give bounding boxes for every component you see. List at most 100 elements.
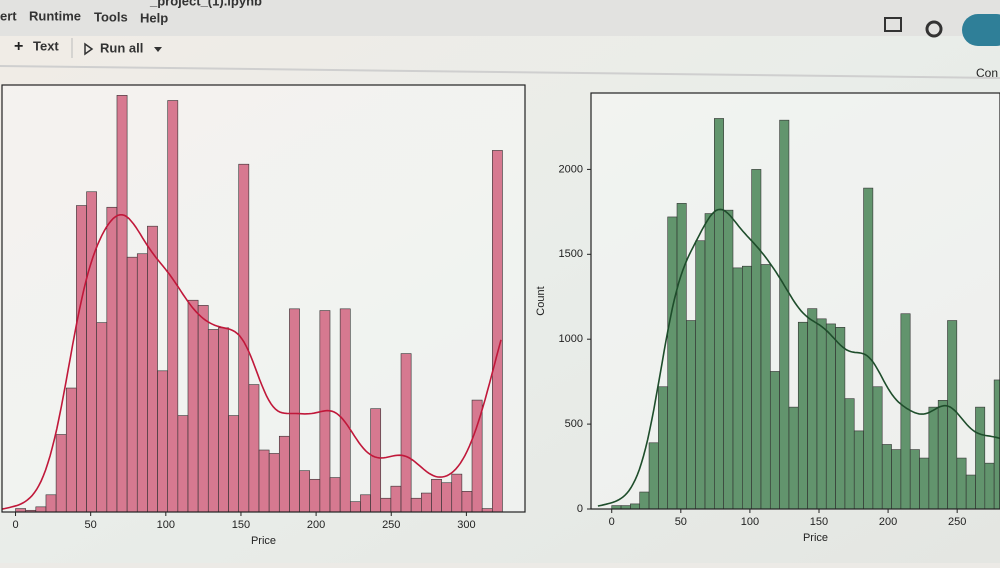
bar [797,321,808,509]
menu-item[interactable]: Runtime [29,8,81,23]
file-title: _project_(1).ipynb [149,0,262,8]
settings-icon[interactable] [925,20,943,38]
bar [360,494,371,512]
x-tick-label: 100 [741,516,759,528]
bar [686,320,696,509]
bar [779,119,790,509]
bar [410,497,422,512]
bar [825,323,836,509]
bar [928,406,939,509]
divider [0,65,1000,79]
connect-button[interactable]: Con [976,66,998,80]
x-tick-label: 150 [810,516,828,528]
share-button[interactable] [962,14,1000,46]
bar [268,453,280,512]
y-tick-label: 2000 [559,163,583,175]
bar [881,444,892,509]
bar [329,477,341,512]
bar [187,299,199,512]
bar [947,320,958,509]
bar [760,264,771,509]
bar [492,150,503,512]
bar [975,406,986,509]
menu-bar [0,0,1000,36]
bar [309,478,321,512]
plot-area [591,93,1000,509]
axes-frame [590,92,1000,510]
bar [956,457,967,509]
bar [723,209,734,509]
bar [676,203,687,509]
bar [993,379,1000,509]
bar [167,100,179,512]
y-tick-label: 500 [565,418,583,430]
bar [339,308,351,512]
bar [299,470,311,512]
x-tick-label: 300 [457,519,475,531]
bar [421,492,432,512]
bar [639,491,650,509]
bar [714,118,724,509]
bar [891,449,902,509]
y-tick-label: 1000 [559,333,583,345]
kde-curve [597,208,1000,507]
bar [45,494,57,512]
bar [872,386,883,509]
bar [96,322,108,512]
y-axis-label: Count [535,286,547,315]
bar [106,206,118,512]
bar [807,308,818,509]
bar [835,327,846,509]
bar [35,506,47,512]
bar [400,353,412,512]
bar [451,473,463,512]
toolbar-button[interactable]: Run all [100,40,143,55]
comment-icon[interactable] [884,17,902,32]
bar [157,370,168,512]
bar [390,485,402,512]
x-tick-label: 250 [948,516,966,528]
bar [86,191,97,512]
dropdown-icon[interactable] [154,47,162,52]
menu-item[interactable]: ert [0,8,17,23]
bar [751,169,762,509]
bar [695,240,706,509]
bar [218,327,229,512]
x-tick-label: 200 [879,516,897,528]
x-tick-label: 250 [382,519,400,531]
bar [197,305,209,512]
toolbar-button[interactable]: Text [33,38,59,53]
bar [909,449,920,509]
kde-curve [2,214,502,510]
axes-frame [1,84,526,513]
menu-item[interactable]: Tools [94,9,128,24]
bar [116,95,128,512]
bar [289,308,300,512]
bar [742,265,752,509]
plus-icon: + [14,38,23,55]
bar [65,387,77,512]
x-axis-label: Price [251,535,276,547]
menu-item[interactable]: Help [140,10,168,25]
bar [769,371,780,509]
bar [658,386,668,509]
bar [704,213,715,509]
bar [667,216,678,509]
x-axis-label: Price [803,532,828,544]
x-tick-label: 50 [675,516,687,528]
bar [258,449,270,512]
play-icon [84,42,94,56]
bar [136,253,148,512]
bar [853,430,864,509]
bar [380,497,392,512]
bar [147,225,158,512]
bar [126,256,138,512]
bar [471,399,483,512]
x-tick-label: 150 [232,519,250,531]
x-tick-label: 0 [12,519,18,531]
bar [228,415,240,512]
plot-area [2,85,525,512]
bar [177,415,189,512]
bar [248,384,260,512]
